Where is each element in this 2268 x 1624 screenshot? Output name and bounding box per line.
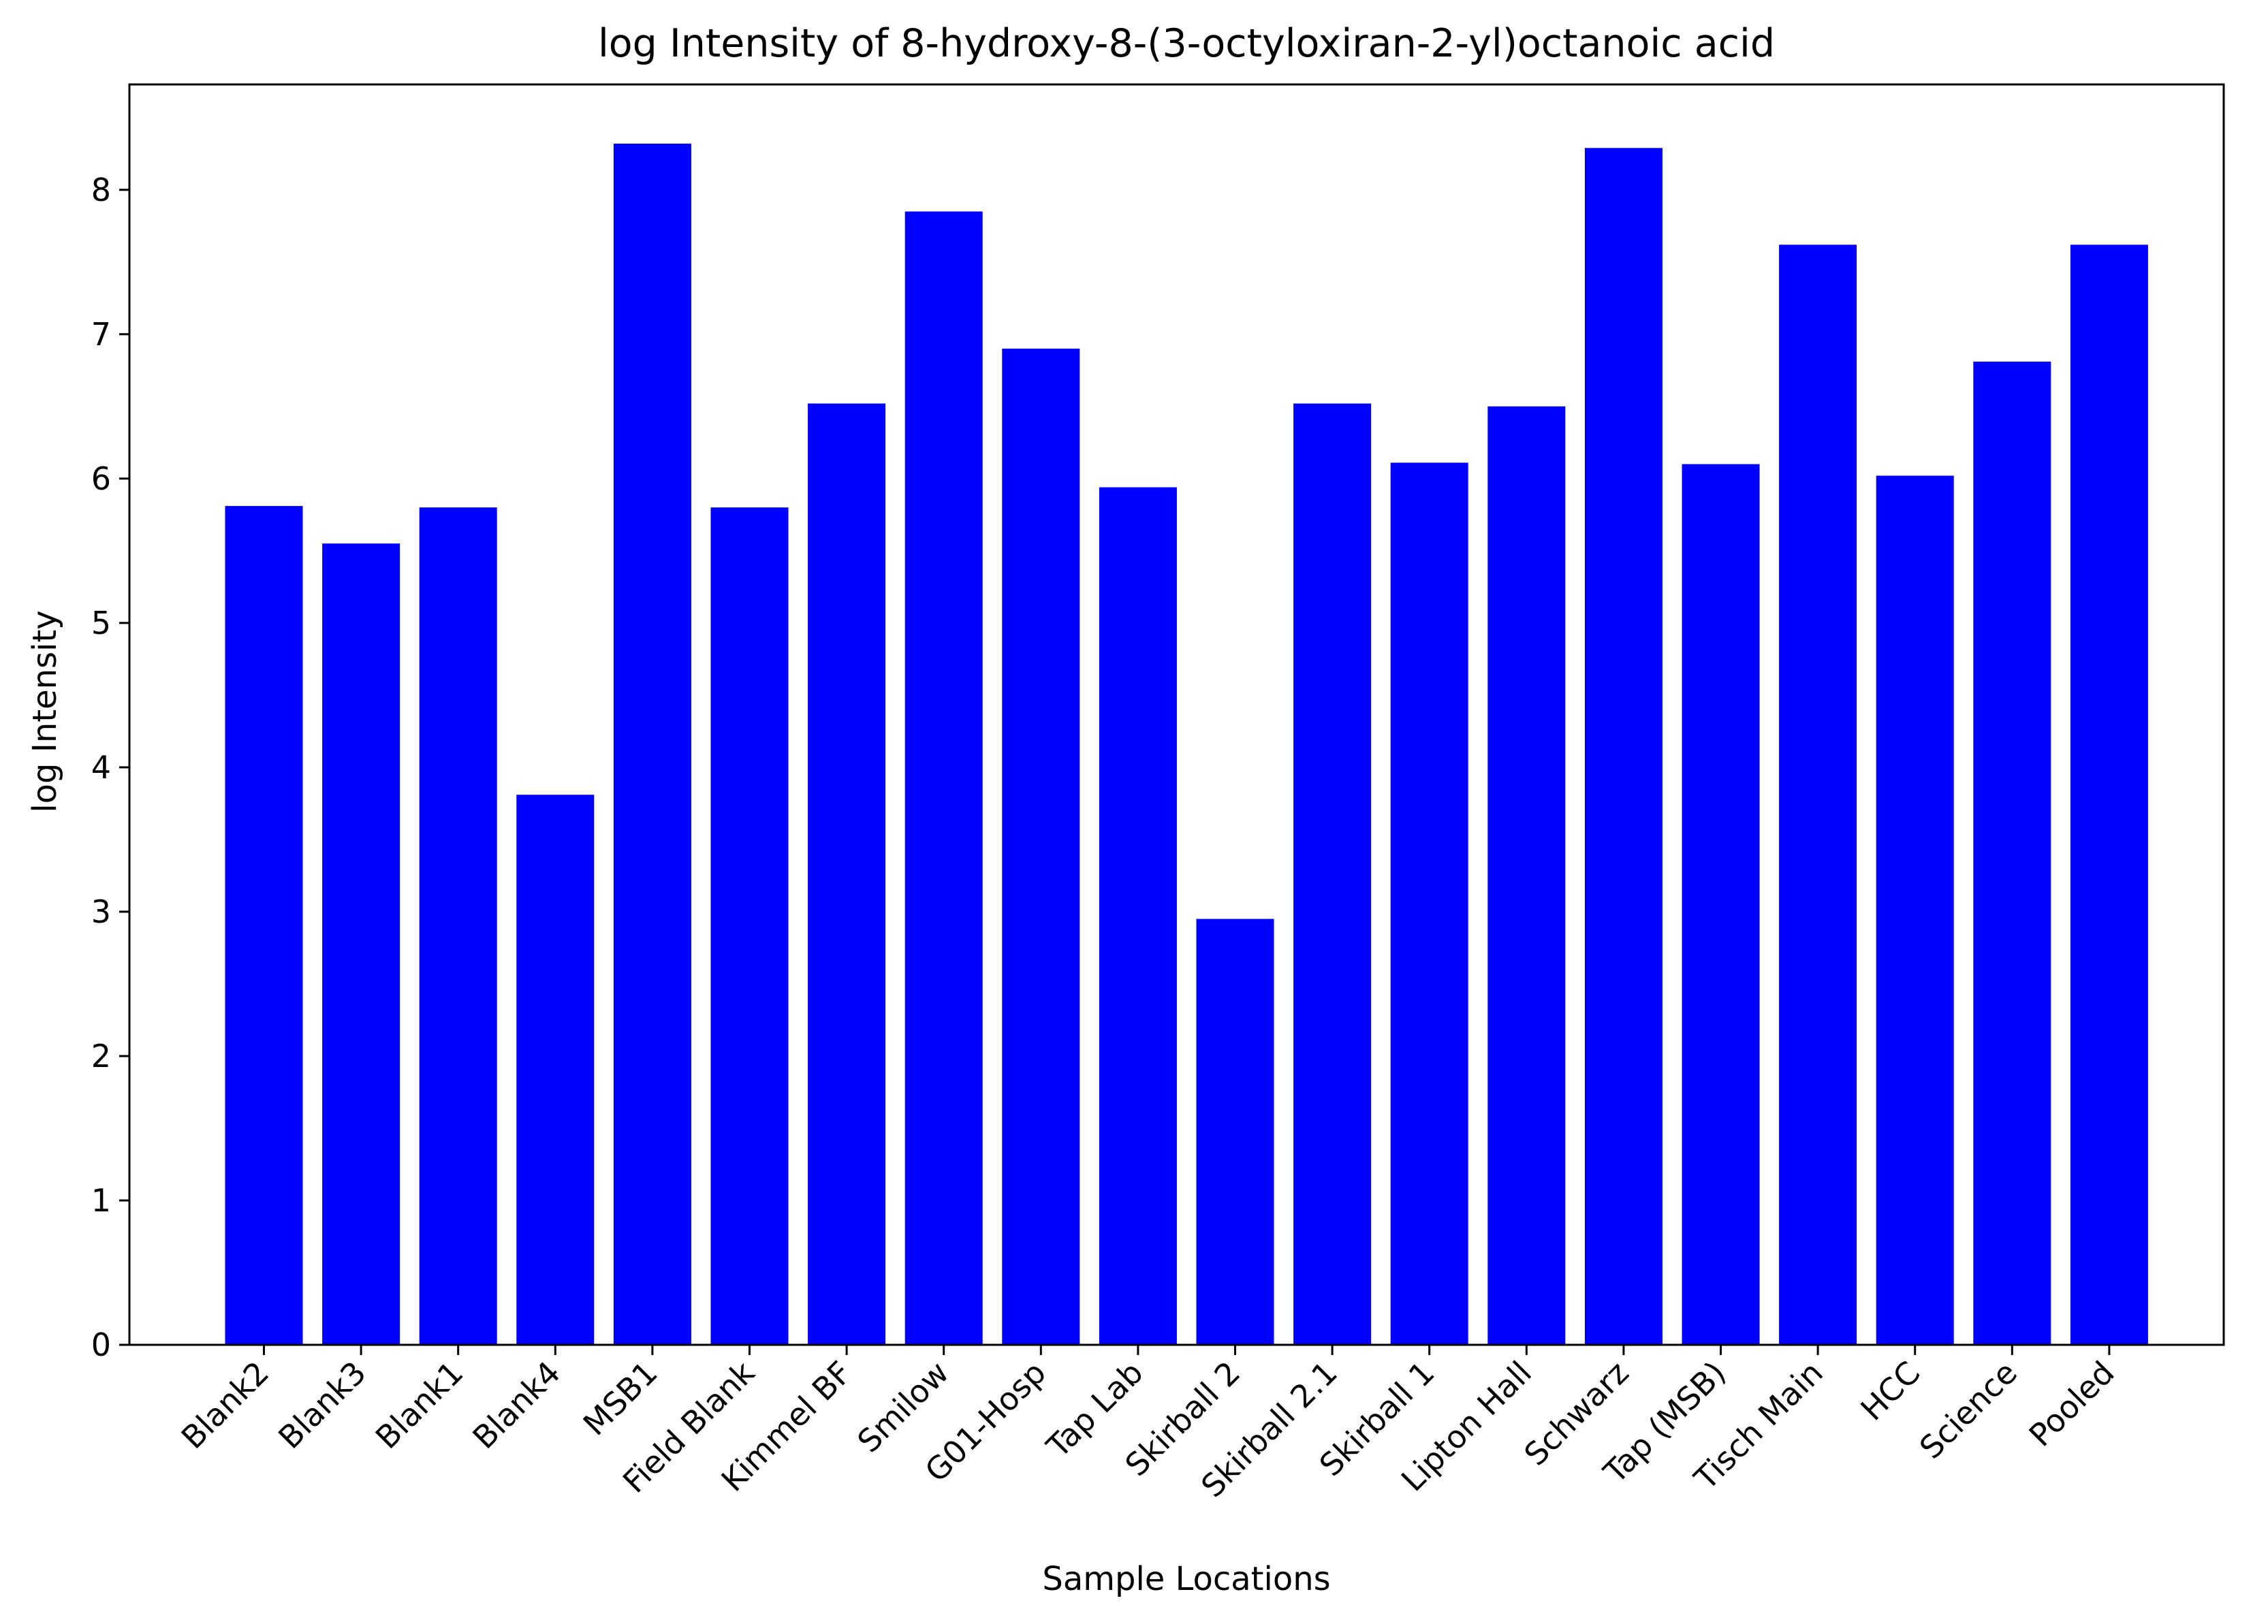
bar-schwarz xyxy=(1584,148,1663,1345)
y-tick-label: 5 xyxy=(91,605,111,641)
y-tick-label: 0 xyxy=(91,1326,111,1363)
bar-blank1 xyxy=(419,507,497,1346)
x-axis-label: Sample Locations xyxy=(1042,1560,1330,1598)
y-tick-label: 7 xyxy=(91,316,111,353)
bar-blank3 xyxy=(322,543,400,1346)
bar-blank2 xyxy=(225,506,303,1345)
chart-title: log Intensity of 8-hydroxy-8-(3-octyloxi… xyxy=(598,21,1775,66)
bar-msb1 xyxy=(613,143,691,1345)
y-tick-label: 3 xyxy=(91,893,111,930)
bar-tap-lab xyxy=(1099,487,1177,1345)
y-tick-label: 8 xyxy=(91,172,111,208)
bar-tap-msb xyxy=(1682,464,1760,1345)
bar-tisch-main xyxy=(1779,244,1857,1345)
y-tick-label: 2 xyxy=(91,1038,111,1074)
bar-skirball-1 xyxy=(1390,462,1468,1345)
bar-pooled xyxy=(2070,244,2148,1345)
y-tick-label: 6 xyxy=(91,460,111,497)
bar-kimmel-bf xyxy=(808,403,886,1345)
bar-skirball-2-1 xyxy=(1293,403,1372,1345)
bar-skirball-2 xyxy=(1196,919,1274,1345)
bar-field-blank xyxy=(710,507,789,1346)
y-axis-label: log Intensity xyxy=(26,610,64,812)
bar-g01-hosp xyxy=(1002,349,1080,1345)
bar-science xyxy=(1973,362,2051,1345)
bar-blank4 xyxy=(516,795,595,1345)
y-tick-label: 1 xyxy=(91,1182,111,1219)
bar-lipton-hall xyxy=(1487,406,1566,1345)
bar-hcc xyxy=(1876,475,1954,1345)
plot-frame xyxy=(128,83,2225,1346)
bar-smilow xyxy=(904,211,983,1346)
y-tick-label: 4 xyxy=(91,749,111,786)
bars-layer xyxy=(225,143,2148,1346)
